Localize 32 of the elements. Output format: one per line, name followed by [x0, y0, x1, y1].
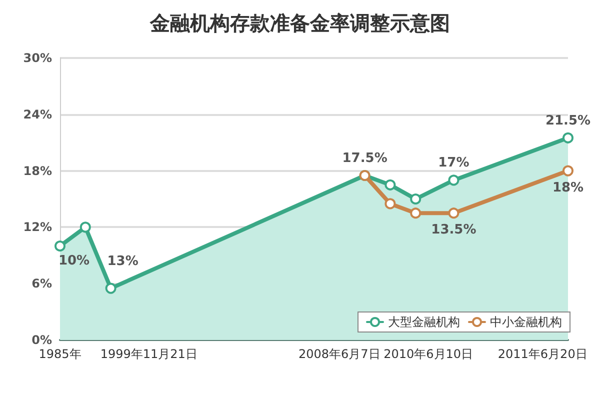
y-tick-label: 18% [23, 164, 52, 178]
y-tick-label: 0% [32, 333, 52, 347]
point [562, 132, 574, 144]
point [410, 194, 422, 204]
data-label: 10% [58, 254, 90, 268]
point [448, 208, 460, 219]
y-tick-label: 24% [23, 107, 52, 122]
point [384, 198, 396, 210]
data-label: 17.5% [342, 151, 388, 166]
data-label: 17% [438, 156, 470, 171]
annotation: 13% [107, 254, 138, 269]
legend-label: 中小金融机构 [490, 315, 562, 329]
point [562, 165, 574, 176]
point [410, 208, 422, 219]
chart-title: 金融机构存款准备金率调整示意图 [149, 11, 450, 35]
x-tick-label: 1999年11月21日 [100, 347, 198, 361]
data-label: 21.5% [545, 113, 591, 128]
point [448, 174, 460, 186]
data-label: 18% [552, 180, 584, 196]
x-tick-label: 2010年6月10日 [384, 347, 474, 361]
point [80, 222, 91, 233]
x-tick-label: 2011年6月20日 [498, 347, 588, 361]
legend-label: 大型金融机构 [388, 315, 460, 329]
point [54, 240, 66, 252]
x-tick-label: 1985年 [38, 347, 82, 361]
point [105, 282, 116, 294]
y-tick-label: 30% [23, 51, 52, 65]
y-tick-label: 12% [23, 220, 52, 234]
x-tick-label: 2008年6月7日 [298, 347, 380, 361]
data-label: 13.5% [431, 222, 476, 238]
point [384, 179, 396, 190]
y-tick-label: 6% [32, 276, 52, 291]
